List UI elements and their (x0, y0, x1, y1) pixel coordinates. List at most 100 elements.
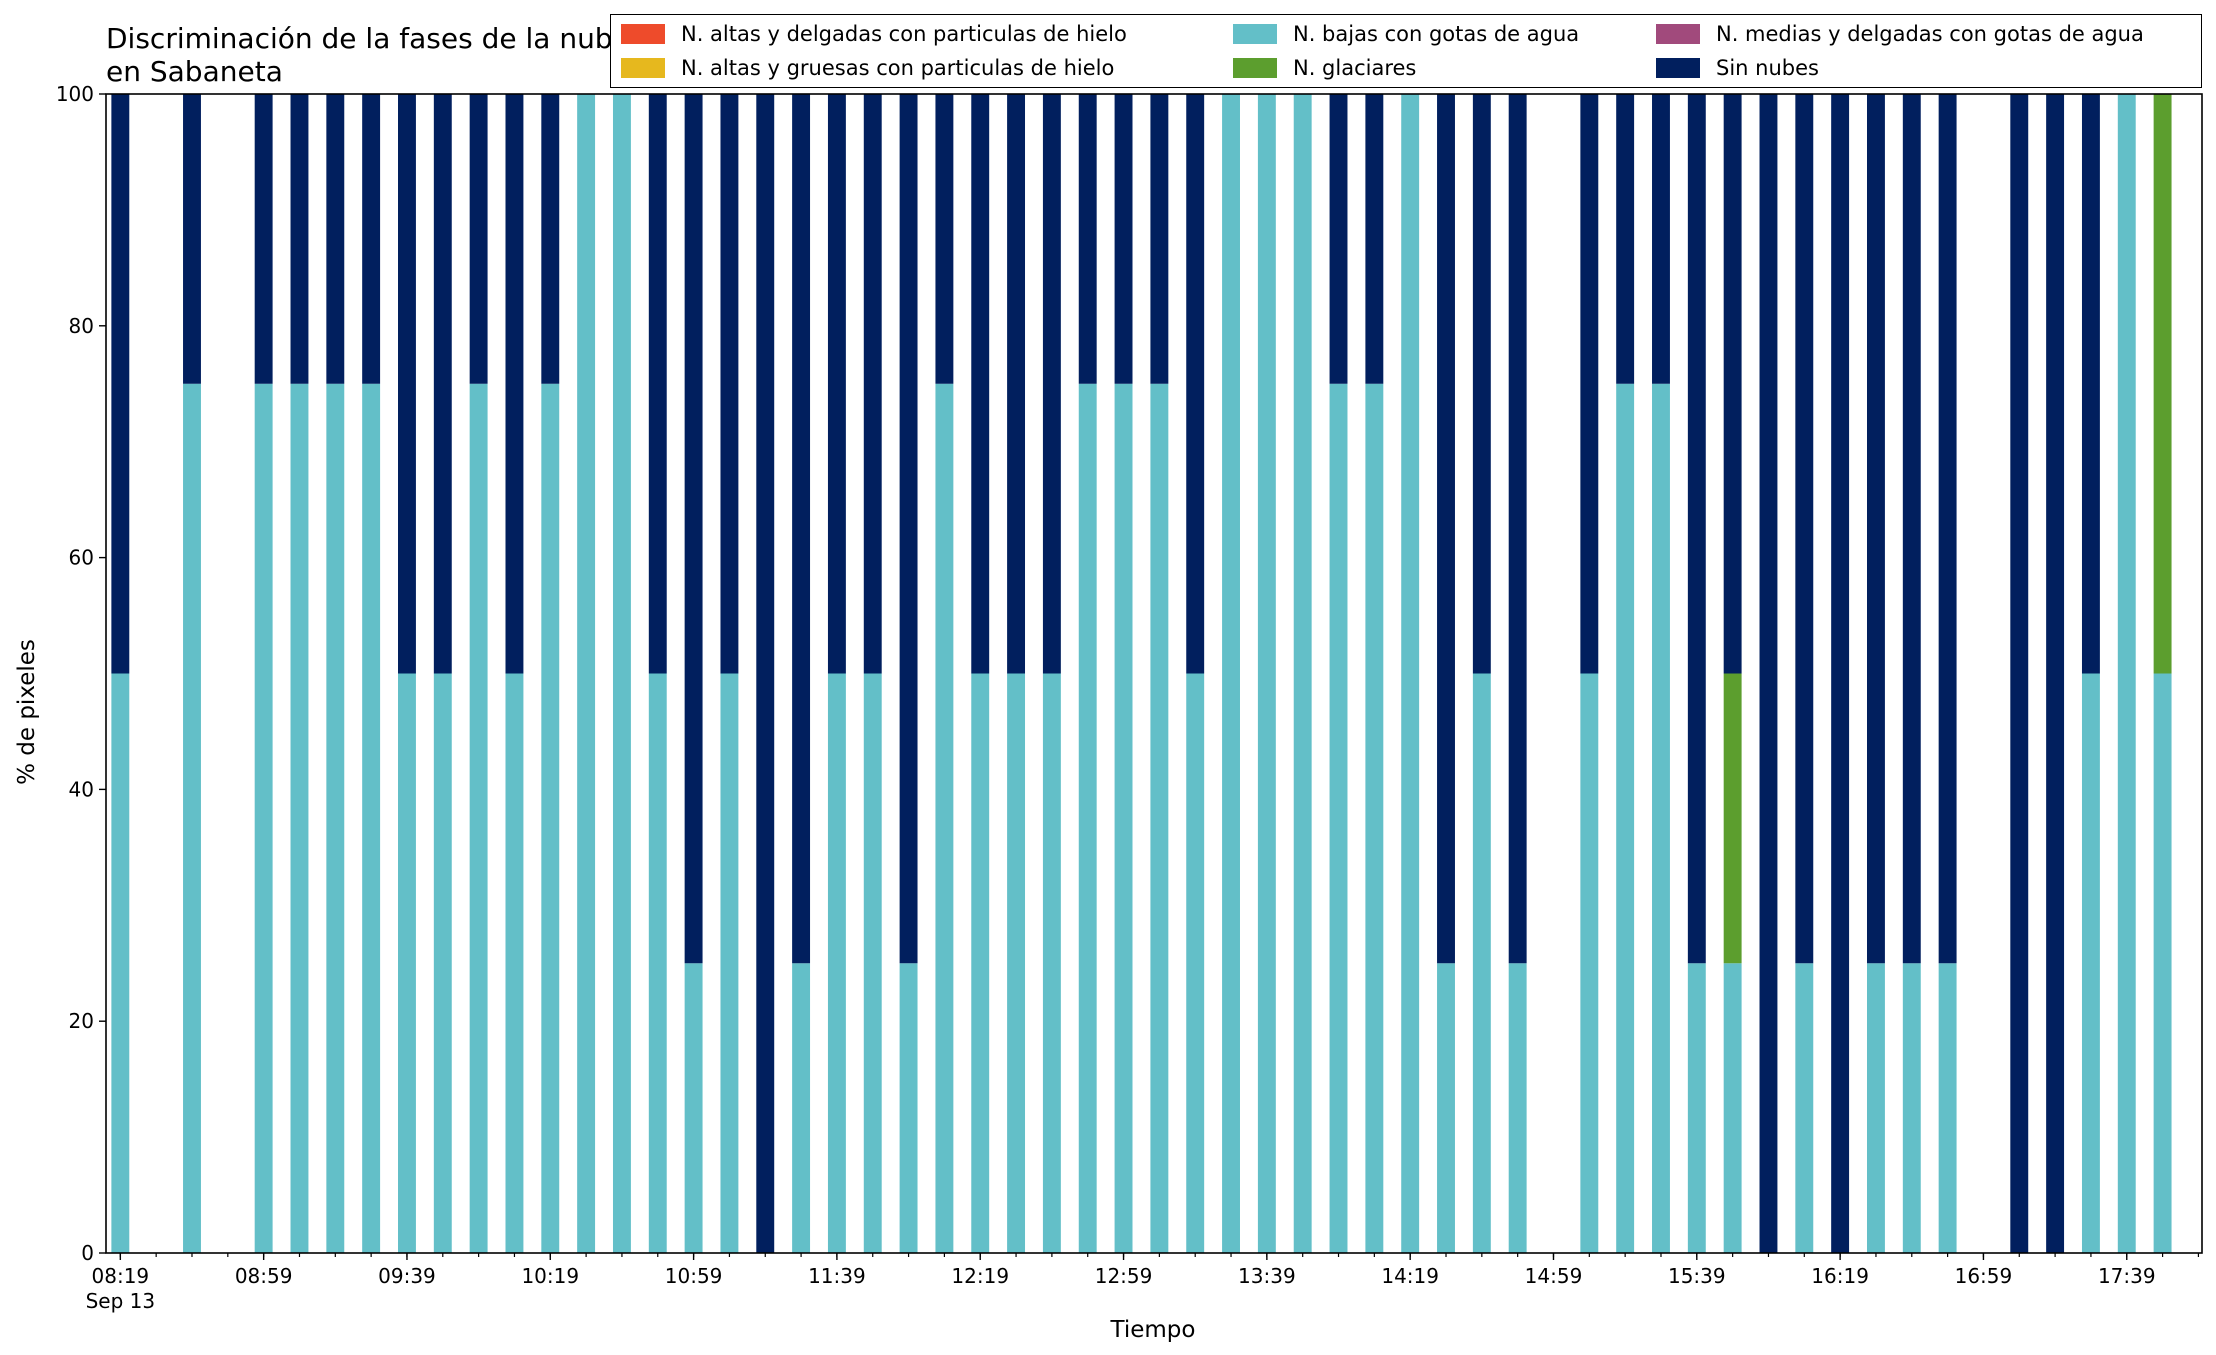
bar-segment (183, 94, 201, 384)
bar-segment (1078, 94, 1097, 384)
x-tick-label: 09:39 (378, 1264, 436, 1288)
bar-segment (1902, 963, 1921, 1253)
chart-title: Discriminación de la fases de la nube en… (106, 22, 630, 88)
bar-segment (1472, 673, 1491, 1253)
bar-segment (648, 673, 667, 1253)
bar-segment (1114, 383, 1133, 1253)
bar-segment (1007, 673, 1026, 1253)
bar-segment (612, 94, 631, 1253)
bar-segment (971, 94, 990, 674)
bar-segment (1723, 94, 1742, 674)
bar-segment (577, 94, 596, 1253)
bar-segment (1938, 94, 1957, 964)
bar-segment (1580, 673, 1599, 1253)
y-axis-label: % de pixeles (14, 639, 40, 785)
bar-segment (899, 94, 918, 964)
bar-segment (1437, 963, 1455, 1253)
x-tick-label: 08:59 (235, 1264, 293, 1288)
bar-segment (469, 94, 488, 384)
bar-segment (935, 383, 954, 1253)
legend-swatch (1656, 58, 1700, 78)
x-tick-label: 14:59 (1525, 1264, 1583, 1288)
bar-segment (290, 94, 309, 384)
x-tick-label: 16:59 (1955, 1264, 2013, 1288)
bar-segment (2117, 94, 2136, 1253)
bar-segment (1652, 383, 1670, 1253)
bar-segment (2081, 673, 2100, 1253)
bar-segment (1723, 963, 1742, 1253)
bar-segment (1866, 963, 1885, 1253)
bar-segment (362, 94, 381, 384)
bar-segment (1365, 383, 1384, 1253)
bar-segment (1866, 94, 1885, 964)
legend-swatch (621, 58, 665, 78)
bar-segment (1365, 94, 1384, 384)
x-axis-label: Tiempo (1110, 1317, 1196, 1343)
bar-segment (971, 673, 990, 1253)
bar-segment (433, 673, 452, 1253)
x-tick-label: 17:39 (2098, 1264, 2156, 1288)
bar-segment (398, 673, 416, 1253)
bar-segment (863, 94, 882, 674)
bar-segment (1759, 94, 1778, 1253)
bar-segment (1293, 94, 1312, 1253)
bar-segment (2010, 94, 2029, 1253)
legend-swatch (1656, 24, 1700, 44)
y-tick-label: 100 (56, 82, 94, 106)
bar-segment (1616, 94, 1635, 384)
legend-swatch (621, 24, 665, 44)
bar-segment (290, 383, 309, 1253)
bar-segment (1329, 383, 1348, 1253)
legend-label: Sin nubes (1716, 56, 1819, 80)
bar-segment (684, 94, 703, 964)
y-tick-label: 20 (69, 1009, 94, 1033)
bar-segment (827, 673, 846, 1253)
x-tick-label: 12:59 (1095, 1264, 1153, 1288)
bar-segment (2046, 94, 2065, 1253)
plot-frame (105, 93, 2203, 1254)
y-tick-label: 0 (81, 1241, 94, 1265)
bar-segment (1186, 673, 1205, 1253)
bar-segment (1437, 94, 1455, 964)
x-tick-label: 10:59 (665, 1264, 723, 1288)
x-tick-label: 14:19 (1381, 1264, 1439, 1288)
bar-segment (756, 94, 775, 1253)
bar-segment (792, 94, 811, 964)
bar-segment (1580, 94, 1599, 674)
bar-segment (684, 963, 703, 1253)
bar-segment (1831, 94, 1850, 1253)
bar-segment (541, 94, 560, 384)
x-tick-sublabel: Sep 13 (86, 1289, 156, 1313)
y-tick-label: 60 (69, 546, 94, 570)
bar-segment (1007, 94, 1026, 674)
bar-segment (505, 94, 524, 674)
bar-segment (1795, 94, 1814, 964)
bar-segment (1687, 94, 1706, 964)
bar-segment (827, 94, 846, 674)
bar-segment (792, 963, 811, 1253)
legend-swatch (1233, 24, 1277, 44)
bar-segment (1795, 963, 1814, 1253)
bar-segment (720, 94, 739, 674)
bar-segment (111, 94, 130, 674)
bar-segment (1508, 94, 1527, 964)
bar-segment (183, 383, 201, 1253)
bar-segment (1472, 94, 1491, 674)
bar-segment (505, 673, 524, 1253)
bar-segment (1114, 94, 1133, 384)
bar-segment (398, 94, 416, 674)
legend-label: N. medias y delgadas con gotas de agua (1716, 22, 2144, 46)
bar-segment (1723, 673, 1742, 964)
bar-segment (1042, 94, 1061, 674)
bars-layer (111, 94, 2172, 1253)
bar-segment (1508, 963, 1527, 1253)
bar-segment (1150, 94, 1169, 384)
bar-segment (326, 383, 345, 1253)
bar-segment (720, 673, 739, 1253)
x-tick-label: 16:19 (1811, 1264, 1869, 1288)
bar-segment (1042, 673, 1061, 1253)
y-tick-label: 80 (69, 314, 94, 338)
bar-segment (469, 383, 488, 1253)
bar-segment (935, 94, 954, 384)
